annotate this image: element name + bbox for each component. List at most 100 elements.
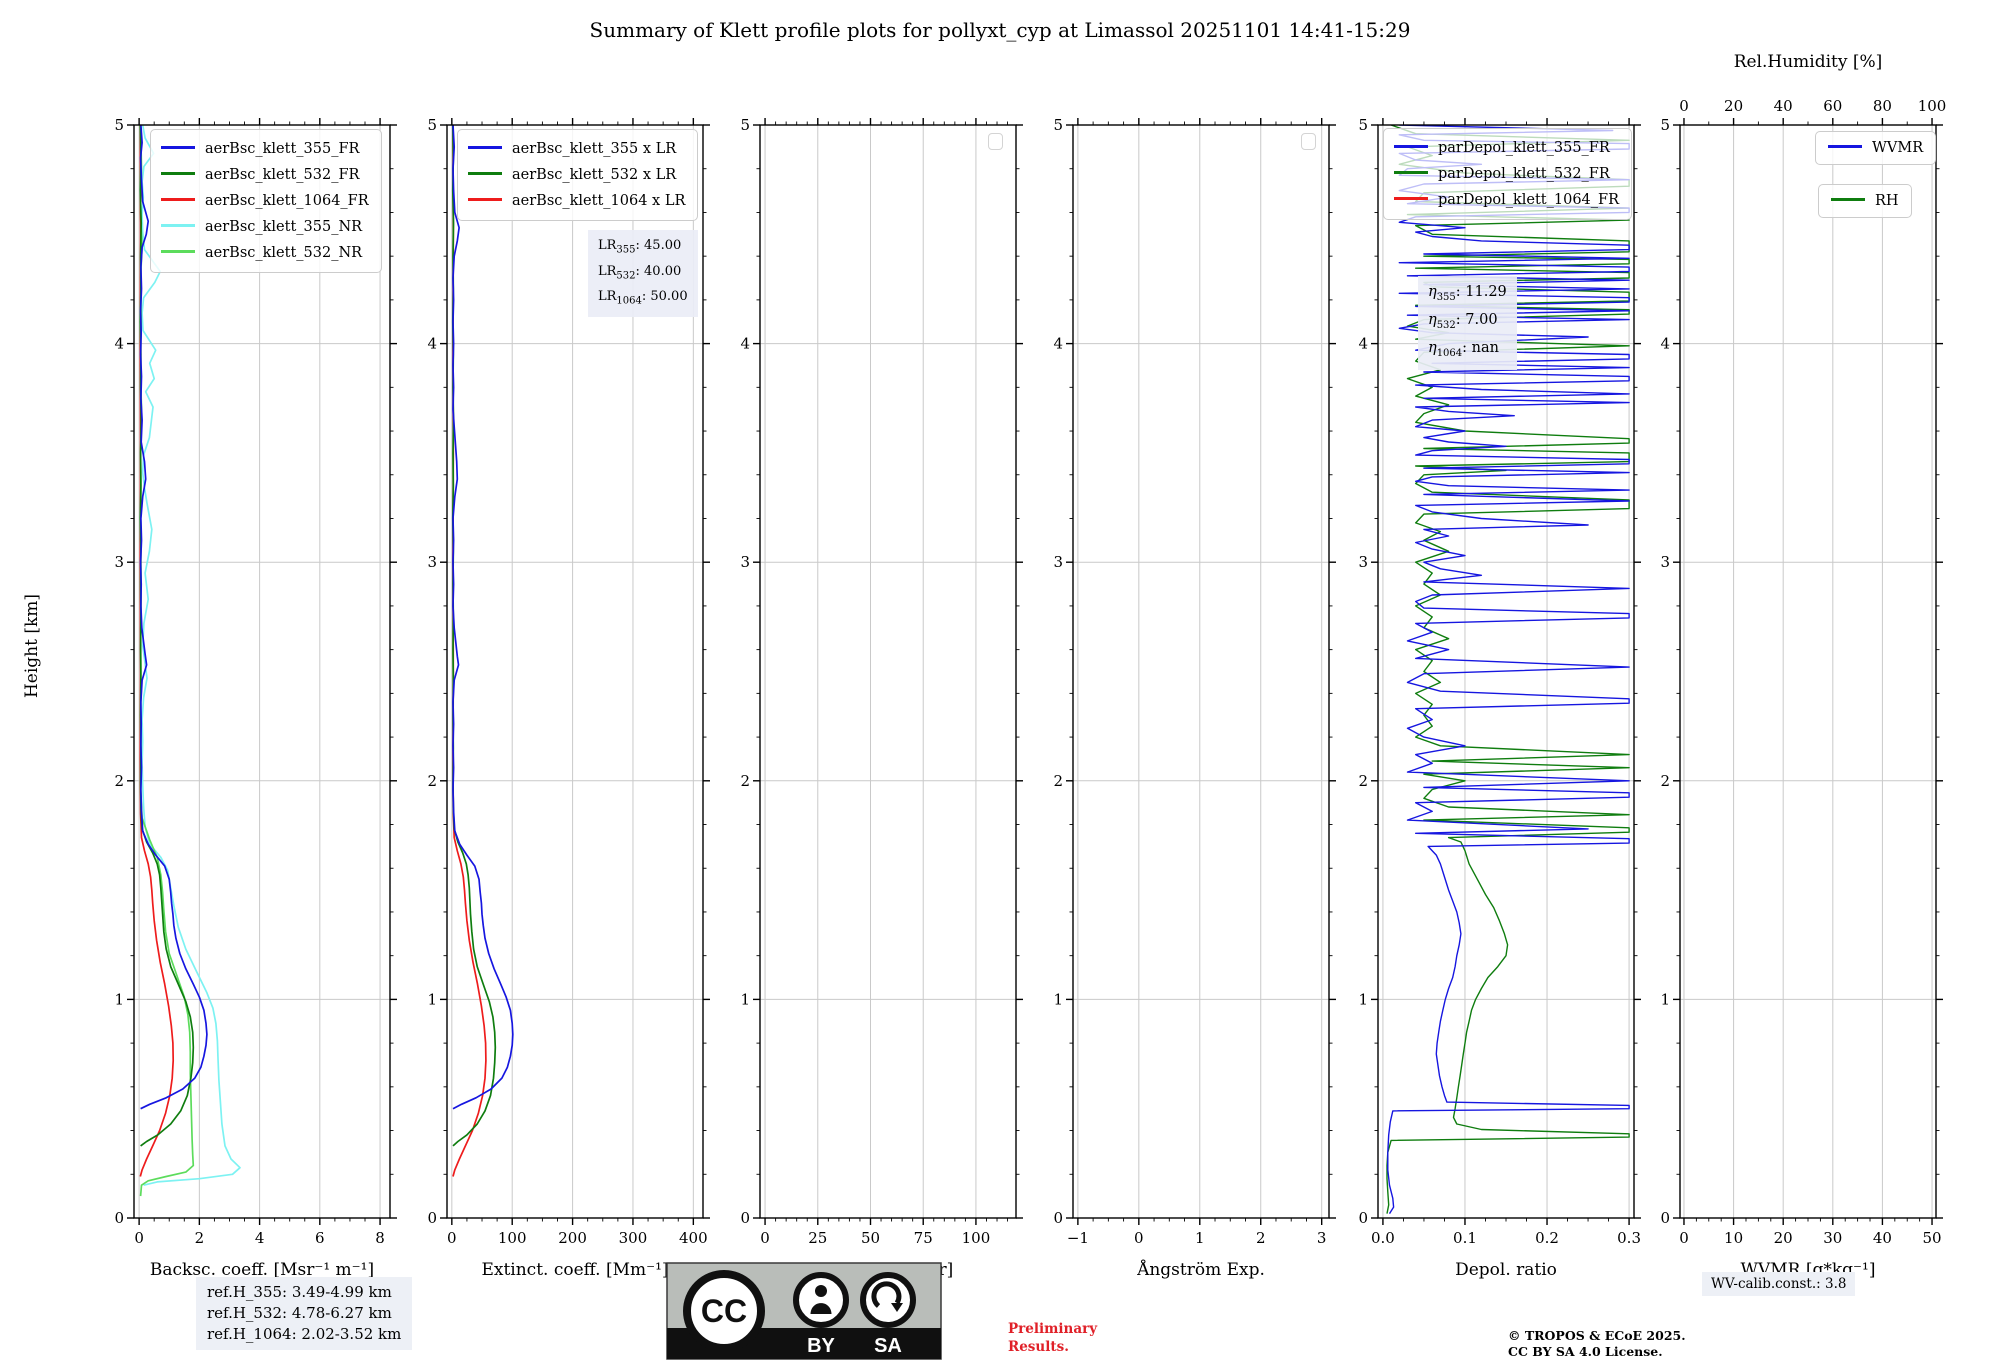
legend-wvmr: WVMR	[1815, 131, 1937, 165]
legend-label: aerBsc_klett_1064 x LR	[512, 193, 686, 209]
arrow-arc	[871, 1281, 902, 1308]
lr-annotation-row: LR1064: 50.00	[598, 289, 688, 307]
x-axis-label-depol-ratio: Depol. ratio	[1455, 1260, 1557, 1280]
legend-line-swatch	[161, 198, 195, 201]
y-tick-label: 4	[114, 335, 124, 353]
plot-frame	[133, 124, 391, 1219]
tick-labels: 0 25 50 75 100 0 1 2 3 4 5	[740, 116, 990, 1247]
legend-line-swatch	[161, 172, 195, 175]
y-tick-label: 1	[1358, 990, 1368, 1008]
tick-labels: 0 2 4 6 8 0 1 2 3 4 5	[114, 116, 384, 1247]
legend-entry: parDepol_klett_355_FR	[1394, 135, 1619, 161]
legend-entry: parDepol_klett_1064_FR	[1394, 187, 1619, 213]
x-tick-label: 100	[498, 1229, 527, 1247]
plot-frame	[1679, 124, 1937, 1219]
tick-labels: 0.0 0.1 0.2 0.3 0 1 2 3 4 5	[1358, 116, 1641, 1247]
y-tick-label: 3	[740, 553, 750, 571]
figure-title: Summary of Klett profile plots for polly…	[589, 18, 1411, 42]
legend-label: RH	[1875, 193, 1899, 209]
legend-line-swatch	[468, 172, 502, 175]
x-tick-label: 50	[1922, 1229, 1941, 1247]
y-tick-label: 2	[1660, 772, 1670, 790]
y-tick-label: 0	[114, 1209, 124, 1227]
y-tick-label: 5	[1660, 116, 1670, 134]
x-axis-label-backscatter: Backsc. coeff. [Msr⁻¹ m⁻¹]	[149, 1260, 375, 1280]
plot-frame	[446, 124, 704, 1219]
legend-depol: parDepol_klett_355_FR parDepol_klett_532…	[1383, 128, 1633, 220]
x-tick-label: 1	[1195, 1229, 1205, 1247]
legend-label: aerBsc_klett_1064_FR	[205, 193, 369, 209]
legend-rh: RH	[1818, 184, 1912, 218]
sa-text: SA	[874, 1335, 902, 1357]
axes	[1371, 118, 1641, 1225]
x-tick-label: 0	[1679, 1229, 1689, 1247]
y-tick-label: 2	[1053, 772, 1063, 790]
legend-entry: parDepol_klett_532_FR	[1394, 161, 1619, 187]
gridlines	[1073, 125, 1329, 1218]
x-tick-label: −1	[1067, 1229, 1089, 1247]
plot-frame	[759, 124, 1017, 1219]
person-body	[810, 1303, 832, 1314]
series-parDepol_klett_532_FR	[1386, 125, 1630, 1214]
y-tick-label: 5	[427, 116, 437, 134]
y-tick-label: 5	[1358, 116, 1368, 134]
legend-entry: aerBsc_klett_1064_FR	[161, 188, 369, 214]
y-tick-label: 2	[427, 772, 437, 790]
panel-extinction-plot: 0 100 200 300 400 0 1 2 3 4 5	[427, 116, 710, 1247]
preliminary-results-note: Preliminary Results.	[1008, 1321, 1098, 1355]
y-tick-label: 0	[1358, 1209, 1368, 1227]
x-tick-label: 2	[1256, 1229, 1266, 1247]
legend-entry: aerBsc_klett_1064 x LR	[468, 188, 685, 214]
x-tick-label: 0.0	[1371, 1229, 1395, 1247]
top-tick-label: 60	[1823, 97, 1842, 115]
legend-entry: aerBsc_klett_532 x LR	[468, 162, 685, 188]
legend-label: aerBsc_klett_532 x LR	[512, 167, 677, 183]
series-parDepol_klett_355_FR	[1387, 125, 1630, 1214]
y-tick-label: 1	[740, 990, 750, 1008]
eta-annotation-row: η1064: nan	[1428, 339, 1499, 359]
y-tick-label: 3	[114, 553, 124, 571]
legend-line-swatch	[1394, 171, 1428, 174]
x-tick-label: 2	[195, 1229, 205, 1247]
lr-annotation-row: LR355: 45.00	[598, 238, 682, 256]
x-tick-label: 0.2	[1535, 1229, 1559, 1247]
y-tick-label: 4	[740, 335, 750, 353]
y-tick-label: 2	[114, 772, 124, 790]
series-aerBsc_klett_532_NR	[139, 125, 195, 1197]
y-tick-label: 2	[1358, 772, 1368, 790]
x-tick-label: 0	[1134, 1229, 1144, 1247]
legend-line-swatch	[1394, 145, 1428, 148]
legend-line-swatch	[468, 198, 502, 201]
series-aerBsc_klett_1064 x LR	[452, 125, 487, 1177]
eta-annotation-row: η355: 11.29	[1428, 284, 1507, 303]
axes	[753, 118, 1023, 1225]
top-tick-label: 40	[1774, 97, 1793, 115]
y-tick-label: 0	[740, 1209, 750, 1227]
legend-line-swatch	[161, 250, 195, 253]
series-aerBsc_klett_532 x LR	[451, 125, 497, 1147]
series-aerBsc_klett_355_NR	[141, 125, 241, 1187]
x-axis-label-extinction: Extinct. coeff. [Mm⁻¹]	[481, 1260, 669, 1280]
legend-entry: aerBsc_klett_355 x LR	[468, 136, 685, 162]
legend-label: WVMR	[1872, 140, 1924, 156]
y-tick-label: 1	[427, 990, 437, 1008]
plot-frame	[1072, 124, 1330, 1219]
cc-circle-icon	[683, 1270, 765, 1352]
y-tick-label: 3	[1053, 553, 1063, 571]
x-tick-label: 0	[447, 1229, 457, 1247]
legend-label: aerBsc_klett_355_FR	[205, 141, 360, 157]
by-text: BY	[807, 1335, 835, 1357]
legend-label: parDepol_klett_1064_FR	[1438, 192, 1620, 208]
y-tick-label: 3	[1358, 553, 1368, 571]
series-aerBsc_klett_355_FR	[139, 125, 208, 1110]
x-tick-label: 0.1	[1453, 1229, 1477, 1247]
cc-by-sa-badge: CC BY SA	[666, 1262, 942, 1360]
legend-entry: WVMR	[1828, 135, 1923, 161]
x-tick-label: 25	[808, 1229, 827, 1247]
panel-backscatter-plot: 0 2 4 6 8 0 1 2 3 4 5	[114, 116, 397, 1247]
y-tick-label: 1	[1053, 990, 1063, 1008]
axes	[127, 118, 397, 1225]
y-tick-label: 5	[1053, 116, 1063, 134]
